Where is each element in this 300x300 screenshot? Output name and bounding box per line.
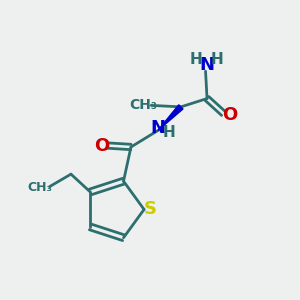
Polygon shape: [158, 105, 183, 130]
Text: H: H: [190, 52, 202, 68]
Text: H: H: [211, 52, 223, 68]
Text: N: N: [150, 119, 165, 137]
Text: CH₃: CH₃: [28, 181, 52, 194]
Text: H: H: [163, 124, 176, 140]
Text: O: O: [94, 136, 110, 154]
Text: N: N: [200, 56, 214, 74]
Text: CH₃: CH₃: [129, 98, 157, 112]
Text: S: S: [144, 200, 157, 218]
Text: O: O: [222, 106, 237, 124]
